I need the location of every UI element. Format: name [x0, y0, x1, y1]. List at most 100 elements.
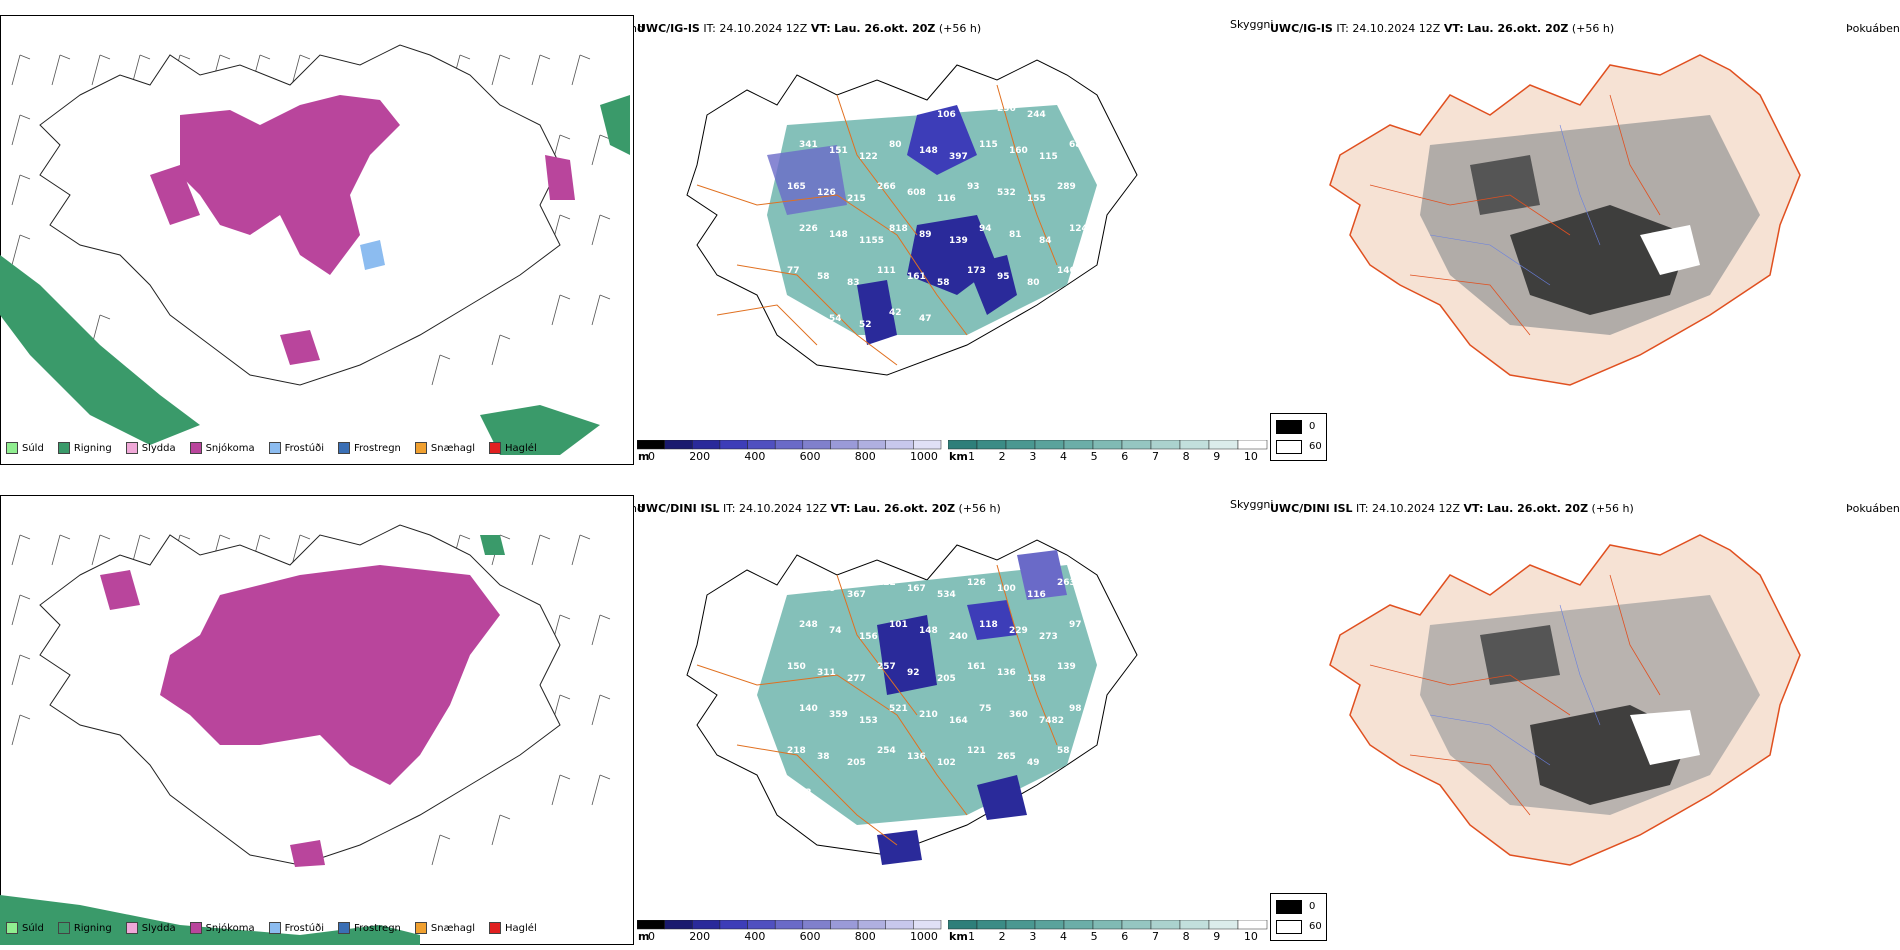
ceiling-value-label: 226 — [799, 224, 818, 234]
colorbar-swatch — [774, 440, 804, 450]
colorbar-swatch — [885, 920, 914, 930]
colorbar-swatch — [1208, 920, 1239, 930]
ceiling-value-label: 518 — [787, 578, 806, 588]
ceiling-value-label: 52 — [859, 320, 872, 330]
ceiling-value-label: 77 — [787, 266, 800, 276]
ceiling-value-label: 236 — [997, 104, 1016, 114]
ceiling-value-label: 121 — [967, 746, 986, 756]
ceiling-value-label: 146 — [1057, 266, 1076, 276]
ceiling-visibility-map-row2: 518 179 367 122 167 534 126 100 116 263 248 74 156 10… — [686, 539, 1138, 865]
ceiling-value-label: 289 — [1057, 182, 1076, 192]
legend-suld-2: Súld — [6, 922, 44, 934]
visibility-ticks-row2: 1 2 3 4 5 6 7 8 9 10 — [968, 930, 1258, 943]
ceiling-value-label: 89 — [919, 230, 932, 240]
legend-slydda-2: Slydda — [125, 922, 176, 934]
ceiling-value-label: 84 — [1039, 236, 1052, 246]
ceiling-value-label: 102 — [937, 758, 956, 768]
ceiling-value-label: 153 — [859, 716, 878, 726]
ceiling-value-label: 245 — [787, 98, 806, 108]
ceiling-value-label: 106 — [937, 110, 956, 120]
colorbar-swatch — [747, 920, 776, 930]
colorbar-swatch — [802, 920, 831, 930]
ceiling-value-label: 257 — [877, 662, 896, 672]
colorbar-swatch — [885, 440, 914, 450]
ceiling-value-label: 47 — [919, 314, 932, 324]
fog-title-row1: UWC/IG-IS IT: 24.10.2024 12Z VT: Lau. 26… — [1270, 22, 1615, 35]
ceiling-value-label: 115 — [1039, 152, 1058, 162]
colorbar-swatch — [637, 920, 665, 930]
ceiling-value-label: 167 — [907, 584, 926, 594]
ceiling-value-label: 205 — [847, 758, 866, 768]
ceiling-value-label: 359 — [829, 710, 848, 720]
precip-legend-row2: Súld Rigning Slydda Snjókoma Frostúði Fr… — [6, 922, 545, 934]
ceiling-value-label: 124 — [1069, 224, 1088, 234]
colorbar-swatch — [1179, 920, 1210, 930]
fog-title-row2: UWC/DINI ISL IT: 24.10.2024 12Z VT: Lau.… — [1270, 502, 1634, 515]
ceiling-value-label: 101 — [889, 620, 908, 630]
ceiling-value-label: 158 — [1027, 674, 1046, 684]
ceiling-value-label: 136 — [997, 668, 1016, 678]
ceiling-value-label: 116 — [1027, 590, 1046, 600]
ceiling-value-label: 534 — [937, 590, 956, 600]
ceiling-value-label: 68 — [1069, 140, 1082, 150]
colorbar-swatch — [664, 440, 693, 450]
ceiling-value-label: 58 — [937, 278, 950, 288]
ceiling-value-label: 148 — [829, 230, 848, 240]
colorbar-swatch — [1063, 440, 1094, 450]
ceiling-value-label: 140 — [799, 704, 818, 714]
ceiling-value-label: 161 — [907, 272, 926, 282]
ceiling-value-label: 126 — [817, 188, 836, 198]
ceiling-value-label: 311 — [817, 668, 836, 678]
fog-legend-low-2: 60 — [1309, 921, 1322, 932]
ceiling-value-label: 80 — [889, 140, 902, 150]
ceiling-value-label: 98 — [1069, 704, 1082, 714]
colorbar-swatch — [774, 920, 804, 930]
ceiling-ticks-row2: 0 200 400 600 800 1000 — [648, 930, 938, 943]
ceiling-value-label: 164 — [949, 716, 968, 726]
ceiling-value-label: 58 — [817, 272, 830, 282]
ceiling-value-label: 210 — [919, 710, 938, 720]
colorbar-swatch — [719, 920, 748, 930]
ceiling-value-label: 30 — [847, 110, 860, 120]
colorbar-swatch — [1121, 920, 1152, 930]
visibility-unit-row1: km — [949, 450, 968, 463]
ceiling-value-label: 97 — [1069, 620, 1082, 630]
ceiling-value-label: 111 — [877, 266, 896, 276]
ceiling-value-label: 273 — [1039, 632, 1058, 642]
colorbar-swatch — [948, 920, 978, 930]
colorbar-swatch — [948, 440, 978, 450]
colorbar-swatch — [1092, 440, 1123, 450]
row-2: UWC/DINI ISL IT: 24.10.2024 12Z VT: Lau.… — [0, 480, 1900, 950]
ceiling-value-label: 75 — [979, 704, 992, 714]
visibility-unit-row2: km — [949, 930, 968, 943]
ceiling-value-label: 100 — [997, 584, 1016, 594]
ceiling-value-label: 122 — [877, 578, 896, 588]
ceiling-value-label: 179 — [817, 584, 836, 594]
colorbar-swatch — [1179, 440, 1210, 450]
ceiling-value-label: 136 — [907, 752, 926, 762]
ceiling-value-label: 107 — [1057, 98, 1076, 108]
precip-type-map-row2 — [0, 495, 634, 945]
fog-legend-high-2: 0 — [1309, 901, 1316, 912]
ceiling-value-label: 367 — [847, 590, 866, 600]
ceiling-value-label: 38 — [817, 752, 830, 762]
colorbar-swatch — [1121, 440, 1152, 450]
ceiling-value-label: 118 — [979, 620, 998, 630]
legend-frostudi: Frostúði — [268, 442, 324, 454]
ceiling-value-label: 148 — [919, 146, 938, 156]
visibility-colorbar-row2 — [948, 920, 1268, 930]
ceiling-value-label: 165 — [787, 182, 806, 192]
legend-haglel: Haglél — [489, 442, 537, 454]
ceiling-value-label: 42 — [799, 788, 812, 798]
fog-label-row2: Þokuábendi — [1846, 502, 1900, 515]
ceiling-value-label: 244 — [1027, 110, 1046, 120]
fog-label-row1: Þokuábendi — [1846, 22, 1900, 35]
ceiling-value-label: 608 — [907, 188, 926, 198]
ceiling-value-label: 54 — [829, 314, 842, 324]
colorbar-swatch — [1150, 440, 1181, 450]
ceiling-value-label: 263 — [1057, 578, 1076, 588]
precip-type-map-row1 — [0, 15, 634, 465]
ceiling-unit-row2: m — [638, 930, 650, 943]
ceiling-value-label: 42 — [889, 308, 902, 318]
ceiling-value-label: 150 — [787, 662, 806, 672]
